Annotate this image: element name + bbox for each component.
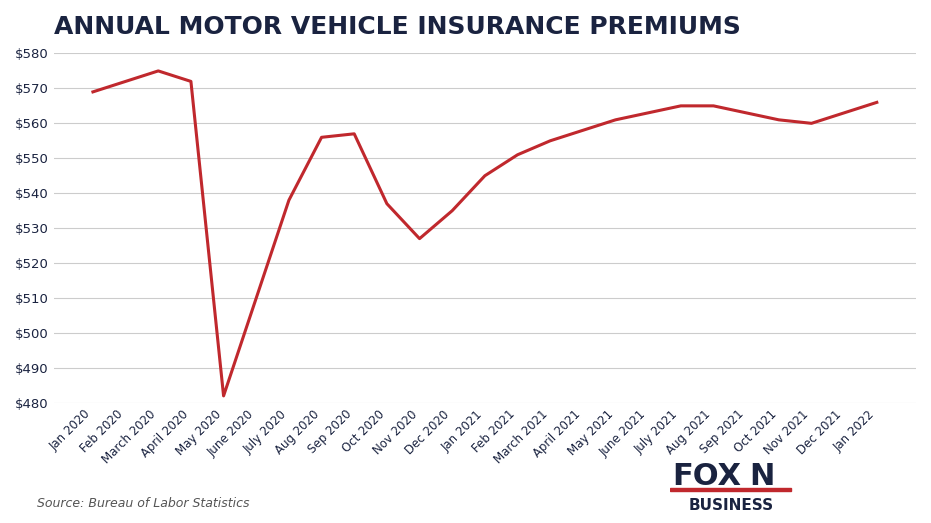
Text: BUSINESS: BUSINESS xyxy=(688,498,774,513)
Text: N: N xyxy=(749,462,775,492)
Text: Source: Bureau of Labor Statistics: Source: Bureau of Labor Statistics xyxy=(37,497,250,510)
Bar xyxy=(670,487,791,492)
Text: FOX: FOX xyxy=(672,462,741,492)
Text: ANNUAL MOTOR VEHICLE INSURANCE PREMIUMS: ANNUAL MOTOR VEHICLE INSURANCE PREMIUMS xyxy=(54,15,741,39)
